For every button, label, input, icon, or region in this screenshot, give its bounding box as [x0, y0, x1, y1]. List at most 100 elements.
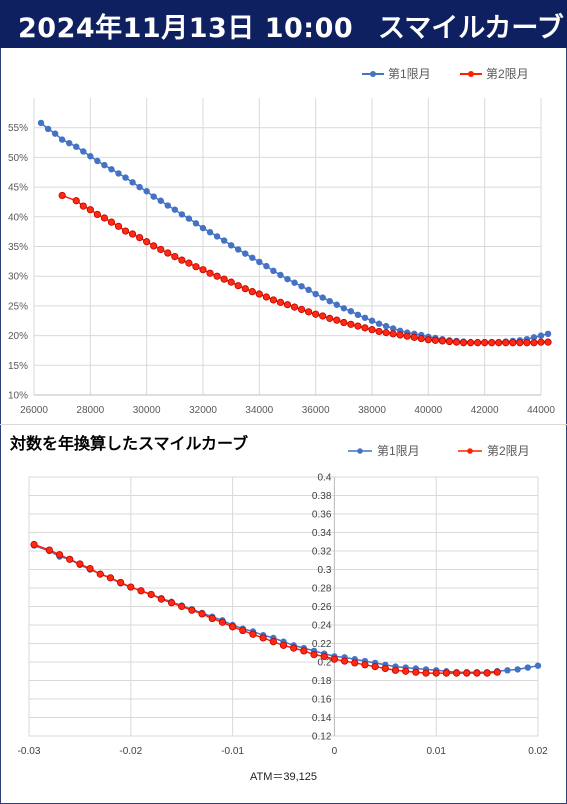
series-2-point	[351, 659, 359, 667]
series-1-point	[389, 325, 397, 332]
y-tick-label: 0.2	[317, 658, 331, 669]
series-1-point	[164, 202, 171, 209]
series-2-point	[396, 331, 404, 339]
series-1-point	[504, 667, 511, 674]
series-2-point	[431, 336, 439, 344]
x-tick-label: 38000	[358, 405, 386, 416]
series-1-point	[108, 166, 115, 173]
series-1-point	[368, 317, 376, 324]
series-1-point	[537, 332, 545, 339]
series-2-point	[381, 664, 389, 673]
y-tick-label: 0.24	[312, 621, 332, 632]
series-2-point	[66, 555, 74, 563]
series-1-point	[347, 308, 355, 315]
log-chart-title: 対数を年換算したスマイルカーブ	[10, 434, 249, 453]
series-1-point	[115, 170, 122, 177]
y-tick-label: 40%	[8, 212, 28, 223]
series-2-point	[143, 238, 151, 246]
series-1-point	[270, 267, 277, 275]
series-1-point	[284, 275, 291, 283]
series-2-point	[269, 638, 277, 646]
y-tick-label: 55%	[8, 123, 28, 134]
legend-label-1: 第1限月	[388, 67, 431, 81]
series-2-point	[459, 339, 468, 347]
series-2-point	[312, 310, 320, 318]
series-1-point	[101, 161, 108, 169]
series-1-point	[333, 301, 340, 308]
series-2-point	[234, 282, 242, 290]
y-tick-label: 50%	[8, 153, 28, 164]
series-1-point	[375, 320, 383, 327]
series-2-point	[544, 338, 552, 346]
legend-marker-1	[370, 71, 376, 77]
x-tick-label: 0.01	[426, 746, 446, 757]
y-tick-label: 0.28	[312, 584, 332, 595]
series-2-point	[466, 339, 475, 347]
series-2-point	[320, 652, 328, 661]
annualized-log-smile-chart: 0.12 0.14 0.16 0.18 0.2 0.22 0.24 0.26 0.28 0.3 0.…	[18, 444, 549, 757]
series-2-point	[76, 560, 84, 568]
series-2-point	[279, 641, 288, 649]
series-1-point	[319, 294, 326, 301]
series-2-point	[442, 669, 450, 677]
series-2-point	[137, 587, 145, 595]
series-2-point	[403, 332, 411, 340]
series-1-point	[87, 153, 94, 160]
legend-marker-2	[467, 448, 473, 454]
series-2-point	[185, 259, 193, 267]
series-1-point	[192, 220, 200, 227]
x-tick-label: 26000	[20, 405, 48, 416]
legend-label-2: 第2限月	[487, 444, 530, 458]
series-2-point	[55, 551, 64, 559]
series-2-point	[375, 327, 383, 336]
series-2-point	[290, 644, 298, 652]
series-2-point	[157, 245, 165, 254]
series-2-point	[473, 669, 481, 677]
y-tick-label: 0.14	[312, 713, 332, 724]
series-2-point	[481, 339, 489, 347]
series-2-point	[259, 634, 267, 642]
series-1-point	[129, 179, 136, 186]
x-tick-label: 34000	[245, 405, 273, 416]
series-1-point	[199, 224, 207, 232]
series-2-point	[164, 249, 172, 257]
series-2-point	[150, 242, 158, 250]
series-2-point	[107, 218, 116, 226]
series-2-point	[147, 590, 155, 599]
series-2-point	[516, 339, 524, 347]
series-2-point	[192, 263, 200, 271]
series-2-point	[269, 296, 278, 304]
series-2-point	[361, 324, 369, 332]
header-title: スマイルカーブ	[378, 13, 564, 44]
series-1-point	[235, 246, 242, 253]
series-2-point	[239, 626, 247, 635]
series-1-point	[213, 233, 221, 240]
series-2-point	[86, 564, 94, 573]
series-line-2	[33, 543, 498, 674]
series-2-point	[58, 191, 66, 200]
series-2-point	[127, 583, 135, 591]
series-1-point	[534, 662, 542, 669]
series-1-point	[143, 188, 150, 195]
series-2-point	[333, 316, 341, 324]
series-2-point	[157, 595, 165, 603]
series-1-point	[220, 237, 228, 244]
series-1-point	[66, 139, 73, 147]
y-tick-label: 45%	[8, 183, 28, 194]
y-tick-label: 0.26	[312, 602, 332, 613]
series-2-point	[255, 290, 263, 298]
series-2-point	[241, 285, 249, 293]
x-tick-label: 40000	[414, 405, 442, 416]
series-2-point	[340, 657, 349, 665]
series-1-point	[249, 254, 256, 261]
series-2-point	[178, 602, 186, 611]
series-2-point	[463, 669, 471, 677]
series-line-2	[61, 194, 548, 344]
series-2-point	[178, 256, 186, 264]
series-2-point	[121, 227, 130, 235]
series-2-point	[117, 578, 125, 587]
series-2-point	[310, 651, 318, 659]
x-tick-label: -0.03	[18, 746, 41, 757]
x-tick-label: 36000	[302, 405, 330, 416]
legend-label-2: 第2限月	[486, 67, 529, 81]
